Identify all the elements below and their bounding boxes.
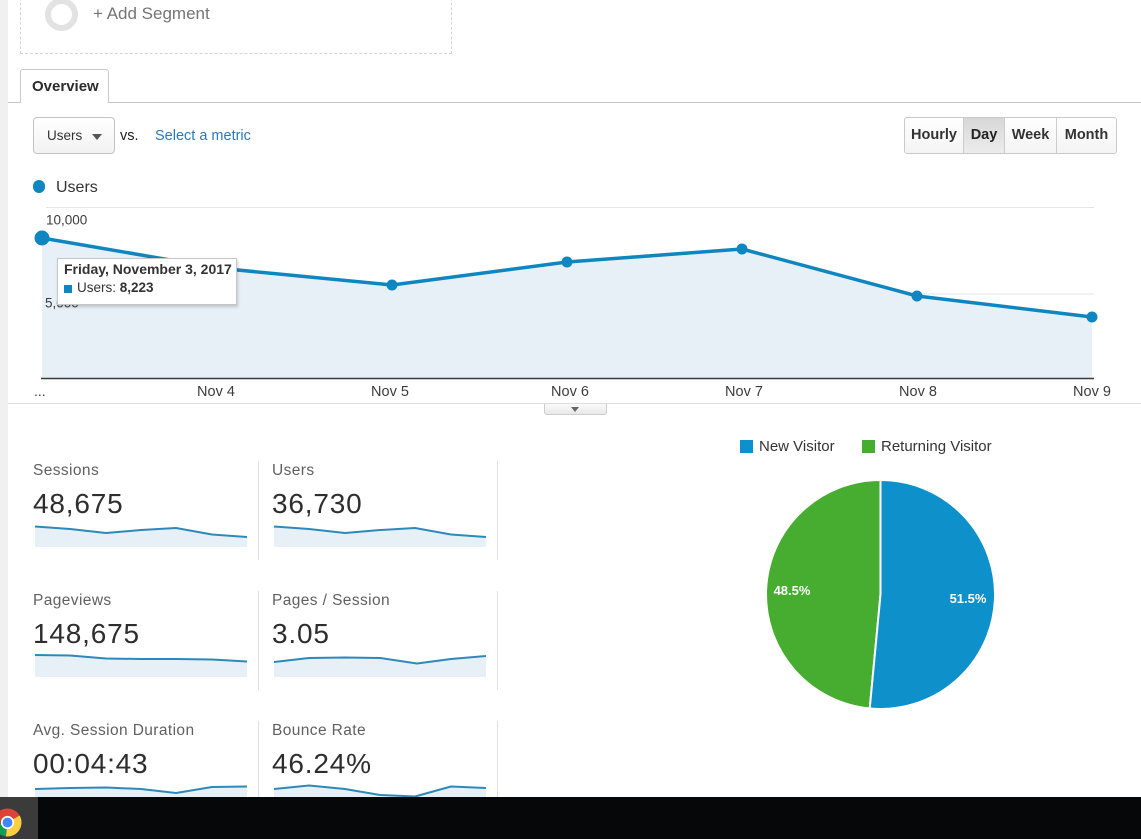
svg-text:Nov 8: Nov 8 (899, 384, 937, 400)
svg-text:Nov 6: Nov 6 (551, 384, 589, 400)
svg-text:Nov 4: Nov 4 (197, 384, 235, 400)
svg-text:Nov 5: Nov 5 (371, 384, 409, 400)
svg-text:48.5%: 48.5% (774, 583, 811, 598)
svg-text:Nov 9: Nov 9 (1073, 384, 1111, 400)
svg-text:10,000: 10,000 (46, 213, 87, 228)
svg-text:51.5%: 51.5% (950, 591, 987, 606)
svg-text:Nov 7: Nov 7 (725, 384, 763, 400)
svg-text:...: ... (34, 383, 46, 399)
